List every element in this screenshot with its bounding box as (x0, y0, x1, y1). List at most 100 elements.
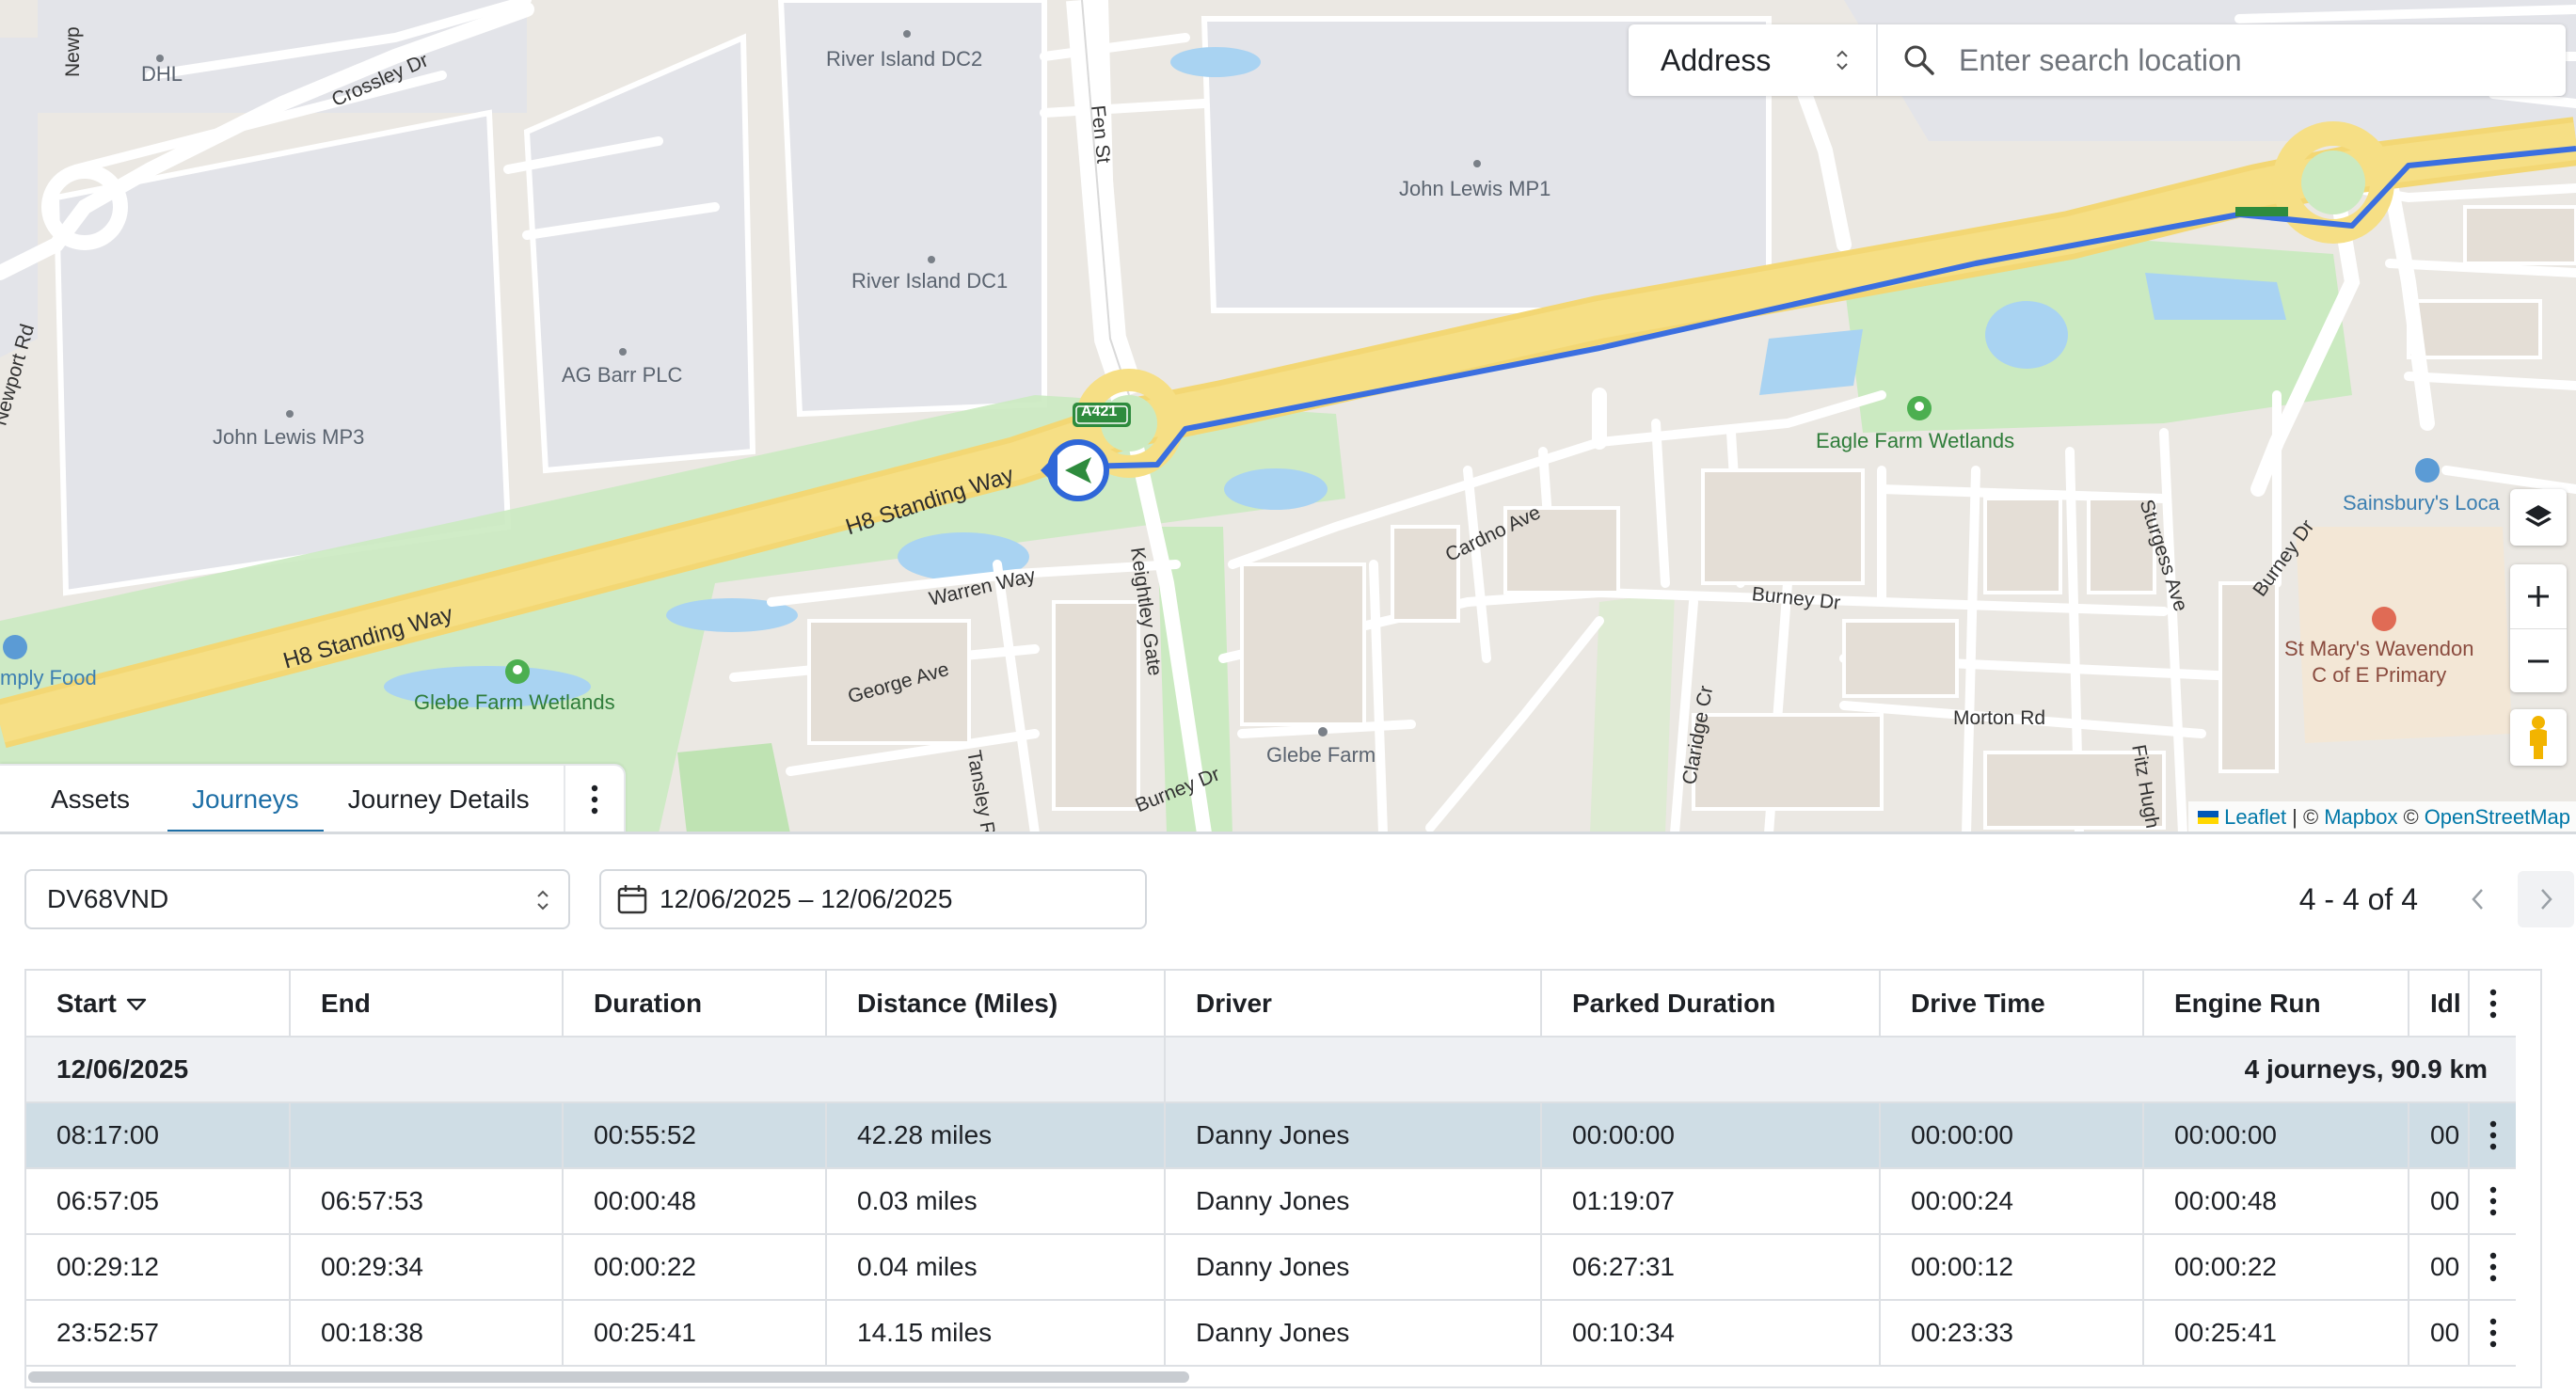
cell-start: 08:17:00 (26, 1102, 291, 1169)
cell-duration: 00:55:52 (563, 1102, 827, 1169)
cell-parked-duration: 06:27:31 (1541, 1234, 1881, 1301)
map-attribution: Leaflet | © Mapbox © OpenStreetMap (2188, 801, 2576, 832)
map-view[interactable]: DHL Crossley Dr Newport Rd Newp River Is… (0, 0, 2576, 833)
cell-duration: 00:00:22 (563, 1234, 827, 1301)
row-menu-button[interactable] (2469, 1300, 2516, 1367)
row-menu-button[interactable] (2469, 1168, 2516, 1235)
leaflet-link[interactable]: Leaflet (2224, 805, 2287, 829)
table-row[interactable]: 00:29:12 00:29:34 00:00:22 0.04 miles Da… (26, 1234, 2516, 1301)
column-header-label: Duration (594, 988, 703, 1018)
column-header-drive-time[interactable]: Drive Time (1880, 971, 2144, 1038)
attribution-separator: © (2403, 805, 2419, 829)
date-range-picker[interactable]: 12/06/2025 – 12/06/2025 (599, 869, 1147, 929)
column-header-label: Parked Duration (1572, 988, 1776, 1018)
columns-menu-button[interactable] (2469, 971, 2516, 1038)
next-page-button[interactable] (2518, 871, 2574, 927)
cell-engine-run: 00:00:22 (2143, 1234, 2409, 1301)
pagination-count: 4 - 4 of 4 (2298, 881, 2418, 916)
map-label-sainsburys: Sainsbury's Loca (2343, 491, 2500, 515)
map-label-simply-food: mply Food (0, 666, 97, 689)
layers-button[interactable] (2510, 489, 2567, 546)
map-label-st-marys: St Mary's Wavendon C of E Primary (2284, 637, 2474, 687)
street-view-button[interactable] (2510, 709, 2567, 766)
panel-divider[interactable] (0, 832, 2576, 834)
openstreetmap-link[interactable]: OpenStreetMap (2424, 805, 2570, 829)
cell-end (290, 1102, 564, 1169)
cell-idle: 00 (2409, 1168, 2470, 1235)
pegman-icon (2530, 716, 2547, 759)
column-header-engine-run[interactable]: Engine Run (2143, 971, 2409, 1038)
cell-drive-time: 00:00:00 (1880, 1102, 2144, 1169)
cell-parked-duration: 00:10:34 (1541, 1300, 1881, 1367)
column-header-label: Distance (Miles) (857, 988, 1058, 1018)
row-menu-button[interactable] (2469, 1102, 2516, 1169)
map-label-eagle-farm-wetlands: Eagle Farm Wetlands (1816, 429, 2015, 452)
cell-distance: 0.03 miles (826, 1168, 1166, 1235)
cell-driver: Danny Jones (1165, 1168, 1542, 1235)
vehicle-select[interactable]: DV68VND (24, 869, 570, 929)
zoom-out-button[interactable] (2510, 628, 2567, 692)
cell-driver: Danny Jones (1165, 1234, 1542, 1301)
group-summary: 4 journeys, 90.9 km (1165, 1037, 2516, 1103)
zoom-in-button[interactable] (2510, 564, 2567, 628)
tab-journey-details[interactable]: Journey Details (324, 766, 554, 833)
column-header-start[interactable]: Start (26, 971, 291, 1038)
layers-icon (2525, 505, 2552, 527)
cell-engine-run: 00:00:00 (2143, 1102, 2409, 1169)
cell-driver: Danny Jones (1165, 1102, 1542, 1169)
column-header-idle[interactable]: Idl (2409, 971, 2470, 1038)
kebab-menu-icon (2489, 989, 2496, 1018)
map-canvas[interactable] (0, 0, 2576, 833)
column-header-driver[interactable]: Driver (1165, 971, 1542, 1038)
tab-label: Journey Details (347, 784, 530, 814)
cell-start: 23:52:57 (26, 1300, 291, 1367)
search-location-input[interactable] (1959, 42, 2542, 78)
tab-journeys[interactable]: Journeys (167, 766, 324, 833)
date-range-value: 12/06/2025 – 12/06/2025 (660, 884, 953, 913)
tabs-more-button[interactable] (563, 766, 624, 833)
cell-idle: 00 (2409, 1300, 2470, 1367)
column-header-duration[interactable]: Duration (563, 971, 827, 1038)
tab-label: Assets (51, 784, 131, 814)
cell-engine-run: 00:25:41 (2143, 1300, 2409, 1367)
map-label-newp: Newp (62, 26, 84, 77)
cell-end: 00:18:38 (290, 1300, 564, 1367)
table-group-row[interactable]: 12/06/2025 4 journeys, 90.9 km (26, 1037, 2516, 1103)
minus-icon (2528, 659, 2549, 662)
map-label-ag-barr: AG Barr PLC (562, 363, 683, 387)
zoom-controls (2510, 564, 2567, 692)
table-header-row: Start End Duration Distance (Miles) Driv… (26, 971, 2516, 1038)
column-header-label: Start (56, 988, 117, 1018)
table-row[interactable]: 06:57:05 06:57:53 00:00:48 0.03 miles Da… (26, 1168, 2516, 1235)
tab-assets[interactable]: Assets (0, 766, 167, 833)
column-header-end[interactable]: End (290, 971, 564, 1038)
panel-tabs: Assets Journeys Journey Details (0, 764, 626, 833)
column-header-distance[interactable]: Distance (Miles) (826, 971, 1166, 1038)
sort-descending-icon (126, 998, 146, 1011)
search-mode-select[interactable]: Address (1629, 24, 1878, 96)
table-horizontal-scrollbar[interactable] (28, 1371, 1189, 1383)
row-menu-button[interactable] (2469, 1234, 2516, 1301)
previous-page-button[interactable] (2450, 871, 2506, 927)
chevron-right-icon (2541, 889, 2552, 910)
location-search-bar: Address (1629, 24, 2566, 96)
mapbox-link[interactable]: Mapbox (2324, 805, 2398, 829)
kebab-menu-icon (2489, 1253, 2496, 1282)
table-row[interactable]: 23:52:57 00:18:38 00:25:41 14.15 miles D… (26, 1300, 2516, 1367)
map-label-john-lewis-mp1: John Lewis MP1 (1399, 177, 1551, 200)
column-header-parked-duration[interactable]: Parked Duration (1541, 971, 1881, 1038)
map-label-glebe-farm: Glebe Farm (1266, 743, 1376, 767)
kebab-menu-icon (2489, 1319, 2496, 1348)
map-label-glebe-farm-wetlands: Glebe Farm Wetlands (414, 690, 615, 714)
cell-end: 00:29:34 (290, 1234, 564, 1301)
cell-distance: 14.15 miles (826, 1300, 1166, 1367)
kebab-menu-icon (2489, 1187, 2496, 1216)
kebab-menu-icon (591, 784, 597, 815)
map-label-john-lewis-mp3: John Lewis MP3 (213, 425, 365, 449)
search-mode-label: Address (1661, 42, 1772, 77)
chevron-updown-icon (1837, 50, 1848, 71)
cell-idle: 00 (2409, 1102, 2470, 1169)
column-header-label: Idl (2430, 988, 2461, 1018)
table-row[interactable]: 08:17:00 00:55:52 42.28 miles Danny Jone… (26, 1102, 2516, 1169)
